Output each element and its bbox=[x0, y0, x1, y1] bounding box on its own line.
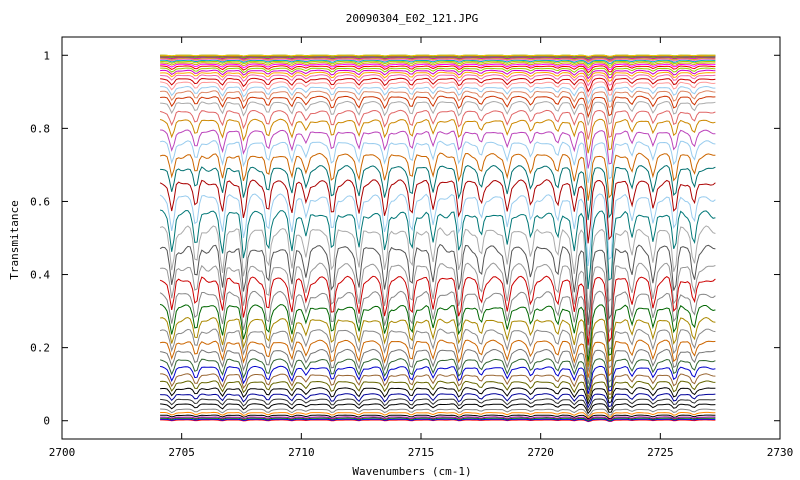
spectrum-series-line bbox=[160, 81, 716, 99]
spectrum-series-line bbox=[160, 393, 716, 409]
y-tick-label: 0 bbox=[43, 415, 50, 428]
spectrum-series-line bbox=[160, 100, 716, 126]
spectrum-series-line bbox=[160, 85, 716, 105]
spectrum-series-line bbox=[160, 77, 716, 93]
spectrum-series-line bbox=[160, 403, 716, 415]
spectrum-series-line bbox=[160, 373, 716, 399]
spectrum-series-line bbox=[159, 275, 716, 346]
x-tick-label: 2700 bbox=[49, 446, 76, 459]
x-tick-label: 2720 bbox=[527, 446, 554, 459]
spectrum-series-line bbox=[159, 109, 716, 140]
spectrum-series-line bbox=[159, 152, 716, 201]
spectrum-series-line bbox=[160, 418, 716, 422]
spectrum-series-line bbox=[160, 387, 716, 406]
spectrum-series-line bbox=[160, 90, 716, 111]
spectrum-series-line bbox=[160, 57, 716, 62]
y-tick-label: 1 bbox=[43, 49, 50, 62]
spectrum-series-line bbox=[159, 209, 716, 290]
x-tick-label: 2715 bbox=[408, 446, 435, 459]
y-axis-ticks: 0 0.2 0.4 0.6 0.8 1 bbox=[30, 49, 780, 428]
spectrum-series-line bbox=[160, 57, 716, 61]
spectrum-series-line bbox=[159, 290, 716, 356]
spectrum-series-line bbox=[160, 380, 716, 402]
chart-title: 20090304_E02_121.JPG bbox=[346, 12, 478, 25]
spectrum-series-line bbox=[160, 417, 716, 422]
spectrum-series-line bbox=[160, 67, 716, 77]
spectrum-series-line bbox=[160, 129, 716, 169]
spectrum-series-line bbox=[160, 262, 716, 337]
series-layer bbox=[159, 54, 716, 423]
spectrum-series-line bbox=[160, 339, 716, 378]
x-axis-ticks: 2700 2705 2710 2715 2720 2725 2730 bbox=[49, 37, 794, 459]
spectrum-series-line bbox=[160, 71, 716, 83]
x-tick-label: 2730 bbox=[767, 446, 794, 459]
spectrum-series-line bbox=[160, 316, 716, 367]
y-axis-label: Transmitance bbox=[8, 200, 21, 279]
spectrum-series-line bbox=[160, 62, 716, 69]
spectrum-series-line bbox=[159, 179, 716, 244]
spectrum-series-line bbox=[160, 59, 716, 65]
spectrum-series-line bbox=[159, 140, 716, 184]
spectrum-series-line bbox=[160, 411, 716, 419]
spectrum-series-line bbox=[159, 303, 716, 362]
spectrum-series-line bbox=[160, 69, 716, 80]
x-tick-label: 2725 bbox=[647, 446, 674, 459]
y-tick-label: 0.4 bbox=[30, 269, 50, 282]
spectrum-series-line bbox=[160, 348, 716, 385]
spectrum-series-line bbox=[160, 65, 716, 74]
x-tick-label: 2710 bbox=[288, 446, 315, 459]
spectrum-series-line bbox=[160, 54, 716, 58]
x-tick-label: 2705 bbox=[168, 446, 195, 459]
spectrum-series-line bbox=[159, 118, 716, 154]
y-tick-label: 0.6 bbox=[30, 195, 50, 208]
spectrum-series-line bbox=[159, 193, 716, 267]
spectrum-series-line bbox=[160, 58, 716, 63]
spectrum-series-line bbox=[160, 416, 716, 421]
x-axis-label: Wavenumbers (cm-1) bbox=[352, 465, 471, 478]
y-tick-label: 0.2 bbox=[30, 342, 50, 355]
spectrum-series-line bbox=[159, 243, 716, 326]
spectrum-series-line bbox=[159, 225, 716, 311]
spectrum-series-line bbox=[159, 328, 716, 372]
spectrum-series-line bbox=[160, 398, 716, 412]
spectrum-series-line bbox=[160, 408, 716, 417]
spectrum-series-line bbox=[160, 414, 716, 420]
y-tick-label: 0.8 bbox=[30, 122, 50, 135]
spectrum-series-line bbox=[160, 63, 716, 71]
spectrum-series-line bbox=[160, 74, 716, 87]
spectrum-series-line bbox=[159, 365, 716, 394]
spectrum-series-line bbox=[160, 419, 716, 423]
spectrum-series-line bbox=[159, 358, 716, 390]
spectrum-series-line bbox=[160, 60, 716, 67]
spectrum-series-line bbox=[160, 164, 716, 221]
spectrum-series-line bbox=[160, 95, 716, 119]
